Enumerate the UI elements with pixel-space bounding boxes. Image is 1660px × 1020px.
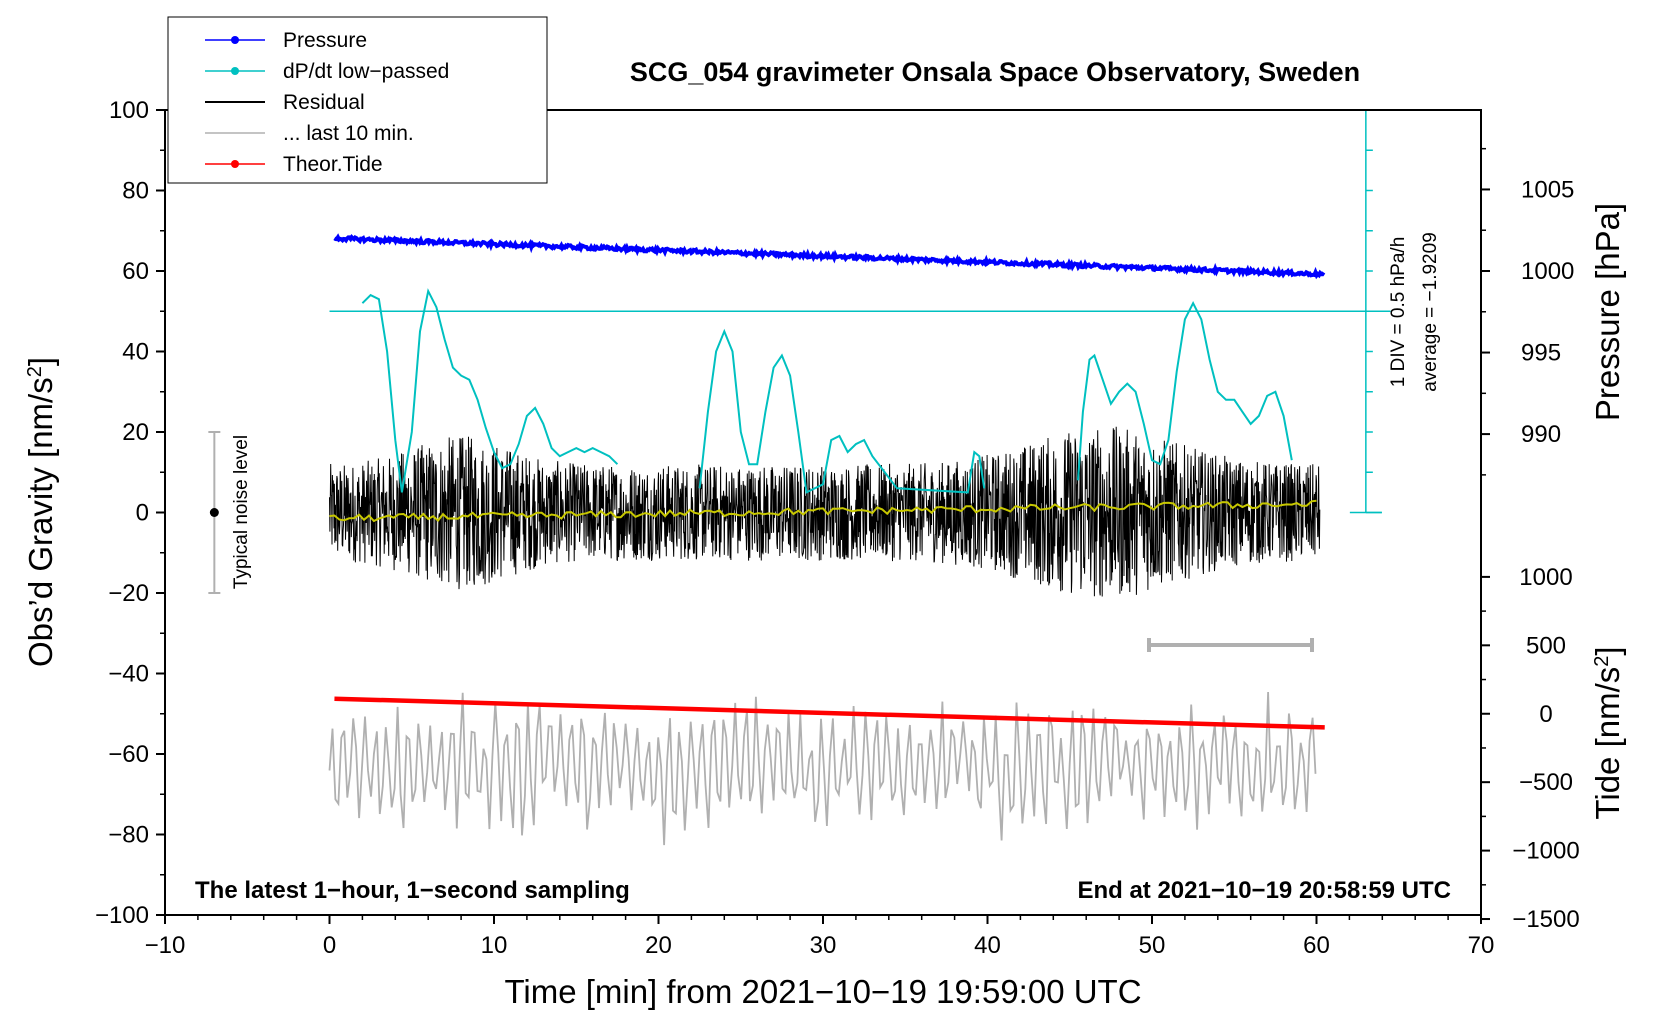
- y-axis-pressure: 990 995 1000 1005: [1481, 147, 1574, 476]
- pressure-series-layer: [333, 233, 1326, 280]
- legend-label: Pressure: [283, 29, 367, 52]
- y-axis-pressure-title: Pressure [hPa]: [1589, 203, 1626, 421]
- last10-range-bar: [1147, 638, 1314, 652]
- residual-series-layer: [329, 426, 1321, 597]
- y-axis-gravity: −100 −80 −60 −40 −20 0 20 40 60 80 100: [95, 97, 165, 929]
- y-tick-label: −40: [108, 661, 149, 688]
- y-tick-label: 0: [136, 500, 149, 527]
- end-time-note: End at 2021−10−19 20:58:59 UTC: [1077, 877, 1451, 904]
- x-tick-label: 50: [1139, 932, 1166, 959]
- tide-series-layer: [334, 696, 1325, 730]
- y-tick-label: 40: [122, 339, 149, 366]
- pressure-tick-label: 1005: [1521, 176, 1574, 203]
- chart-title: SCG_054 gravimeter Onsala Space Observat…: [630, 57, 1360, 87]
- y-tick-label: 60: [122, 258, 149, 285]
- noise-level-dot: [209, 508, 219, 517]
- sampling-note: The latest 1−hour, 1−second sampling: [195, 877, 630, 904]
- y-axis-tide: −1500 −1000 −500 0 500 1000: [1481, 564, 1580, 933]
- y-tick-label: 100: [109, 97, 149, 124]
- tide-tick-label: −1000: [1512, 838, 1579, 865]
- tide-tick-label: 1000: [1519, 564, 1572, 591]
- y-tick-label: −100: [95, 902, 149, 929]
- x-tick-label: 70: [1468, 932, 1495, 959]
- pressure-tick-label: 990: [1521, 421, 1561, 448]
- legend-label: Residual: [283, 91, 365, 114]
- x-axis-title: Time [min] from 2021−10−19 19:59:00 UTC: [504, 973, 1141, 1010]
- dpdt-series-layer: [329, 288, 1391, 494]
- residual-average-layer: [329, 499, 1317, 523]
- y-tick-label: 80: [122, 178, 149, 205]
- residual-line: [329, 426, 1321, 597]
- tide-tick-label: 0: [1539, 701, 1552, 728]
- y-axis-gravity-title: Obs’d Gravity [nm/s2]: [22, 357, 59, 667]
- x-tick-label: 60: [1303, 932, 1330, 959]
- tide-tick-label: 500: [1526, 632, 1566, 659]
- last10-series-layer: [328, 691, 1317, 846]
- y-tick-label: −80: [108, 822, 149, 849]
- dpdt-division-label: 1 DIV = 0.5 hPa/h: [1388, 237, 1409, 388]
- x-axis: −10 0 10 20 30 40 50 60 70: [145, 915, 1495, 959]
- legend-box: [167, 16, 548, 184]
- y-tick-label: −60: [108, 741, 149, 768]
- tide-tick-label: −1500: [1512, 906, 1579, 933]
- legend-label: ... last 10 min.: [283, 122, 414, 145]
- last10-line: [328, 691, 1317, 846]
- dpdt-scale-axis: [1349, 109, 1382, 514]
- dpdt-average-label: average = −1.9209: [1420, 232, 1441, 392]
- noise-level-indicator: Typical noise level: [208, 431, 252, 594]
- legend-swatch-marker: [231, 36, 239, 44]
- x-tick-label: 30: [810, 932, 837, 959]
- tide-line: [334, 696, 1325, 730]
- legend-swatch-marker: [231, 160, 239, 168]
- dpdt-curve-3: [1077, 300, 1293, 481]
- x-tick-label: 10: [481, 932, 508, 959]
- y-axis-tide-title: Tide [nm/s2]: [1589, 646, 1626, 819]
- legend: Pressure dP/dt low−passed Residual ... last…: [167, 16, 548, 184]
- pressure-tick-label: 1000: [1521, 258, 1574, 285]
- pressure-tick-label: 995: [1521, 340, 1561, 367]
- dpdt-curve-2: [698, 328, 986, 494]
- x-tick-label: 0: [323, 932, 336, 959]
- tide-tick-label: −500: [1519, 769, 1573, 796]
- legend-label: Theor.Tide: [283, 153, 383, 176]
- legend-label: dP/dt low−passed: [283, 60, 449, 83]
- residual-average-line: [329, 499, 1317, 523]
- y-tick-label: 20: [122, 419, 149, 446]
- y-tick-label: −20: [108, 580, 149, 607]
- noise-level-label: Typical noise level: [231, 435, 252, 589]
- x-tick-label: 40: [974, 932, 1001, 959]
- dpdt-curve-1: [361, 288, 619, 493]
- x-tick-label: −10: [145, 932, 186, 959]
- pressure-line: [333, 233, 1326, 280]
- legend-swatch-marker: [231, 67, 239, 75]
- x-tick-label: 20: [645, 932, 672, 959]
